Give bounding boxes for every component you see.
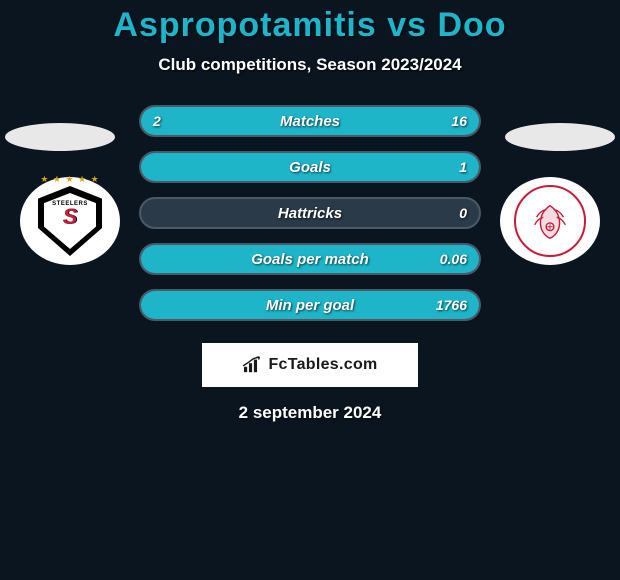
steelers-crest: ★ ★ ★ ★ ★ STEELERS S: [38, 186, 102, 256]
stat-label: Goals: [289, 159, 331, 176]
stat-right-value: 1766: [436, 297, 467, 313]
stat-right-value: 0.06: [440, 251, 467, 267]
stat-right-value: 16: [451, 113, 467, 129]
stat-label: Goals per match: [251, 251, 369, 268]
phoenix-crest: [514, 185, 586, 257]
subtitle: Club competitions, Season 2023/2024: [158, 55, 461, 75]
stat-right-value: 0: [459, 205, 467, 221]
ellipse-shadow-right: [505, 123, 615, 151]
stat-label: Matches: [280, 113, 340, 130]
stat-row: Goals 1: [139, 151, 481, 183]
phoenix-icon: [527, 198, 573, 244]
stat-row: 2 Matches 16: [139, 105, 481, 137]
stat-right-value: 1: [459, 159, 467, 175]
page-title: Aspropotamitis vs Doo: [113, 6, 506, 45]
stat-label: Min per goal: [266, 297, 354, 314]
comparison-infographic: Aspropotamitis vs Doo Club competitions,…: [0, 0, 620, 580]
stat-label: Hattricks: [278, 205, 342, 222]
stat-row: Min per goal 1766: [139, 289, 481, 321]
fctables-label: FcTables.com: [268, 356, 377, 374]
stat-row: Hattricks 0: [139, 197, 481, 229]
bar-chart-icon: [242, 356, 264, 374]
star-row-icon: ★ ★ ★ ★ ★: [38, 174, 102, 185]
crest-letter: S: [63, 207, 78, 227]
team-badge-right: [500, 177, 600, 265]
team-badge-left: ★ ★ ★ ★ ★ STEELERS S: [20, 177, 120, 265]
fctables-watermark: FcTables.com: [202, 343, 418, 387]
stats-list: 2 Matches 16 Goals 1 Hattricks 0 Goals per matc…: [139, 105, 481, 335]
stat-row: Goals per match 0.06: [139, 243, 481, 275]
stat-left-value: 2: [153, 113, 161, 129]
date-text: 2 september 2024: [239, 403, 382, 423]
ellipse-shadow-left: [5, 123, 115, 151]
